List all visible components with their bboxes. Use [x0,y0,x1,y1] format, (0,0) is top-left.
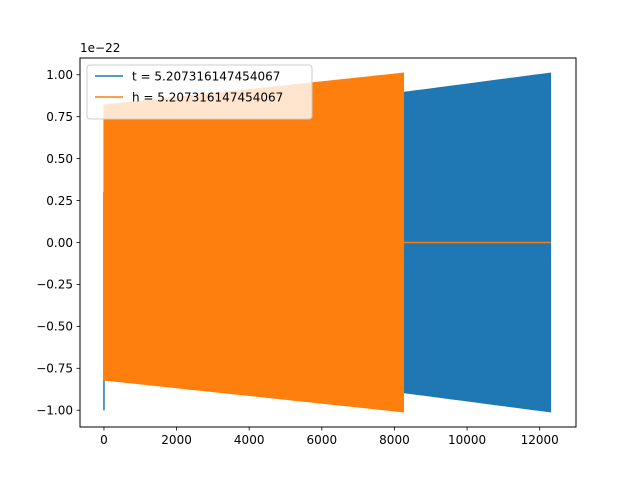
axes-frame [79,57,577,428]
y-axis: 1.00 0.75 0.50 0.25 0.00 −0.25 −0.50 −0.75 −1.00 [36,68,80,418]
y-tick-label: 0.50 [46,152,73,166]
x-axis: 0 2000 4000 6000 8000 10000 12000 [100,427,559,447]
x-tick-label: 12000 [521,433,559,447]
y-tick-label: 0.00 [46,236,73,250]
y-tick-label: −1.00 [36,404,73,418]
x-tick-label: 0 [100,433,108,447]
y-tick-label: −0.25 [36,278,73,292]
x-tick-label: 2000 [161,433,192,447]
plot-area [103,72,552,413]
legend-box [86,64,313,120]
legend-label: h = 5.207316147454067 [132,90,283,104]
x-tick-label: 6000 [307,433,338,447]
y-tick-label: −0.50 [36,320,73,334]
series-2-oscillation [103,72,405,413]
y-offset-text: 1e−22 [80,41,120,55]
y-tick-label: 0.75 [46,110,73,124]
legend-label: t = 5.207316147454067 [132,69,280,83]
x-tick-label: 4000 [234,433,265,447]
y-tick-label: −0.75 [36,362,73,376]
x-tick-label: 8000 [379,433,410,447]
legend[interactable]: t = 5.207316147454067 h = 5.2073161474540… [86,64,313,120]
y-tick-label: 0.25 [46,194,73,208]
y-tick-label: 1.00 [46,68,73,82]
x-tick-label: 10000 [448,433,486,447]
